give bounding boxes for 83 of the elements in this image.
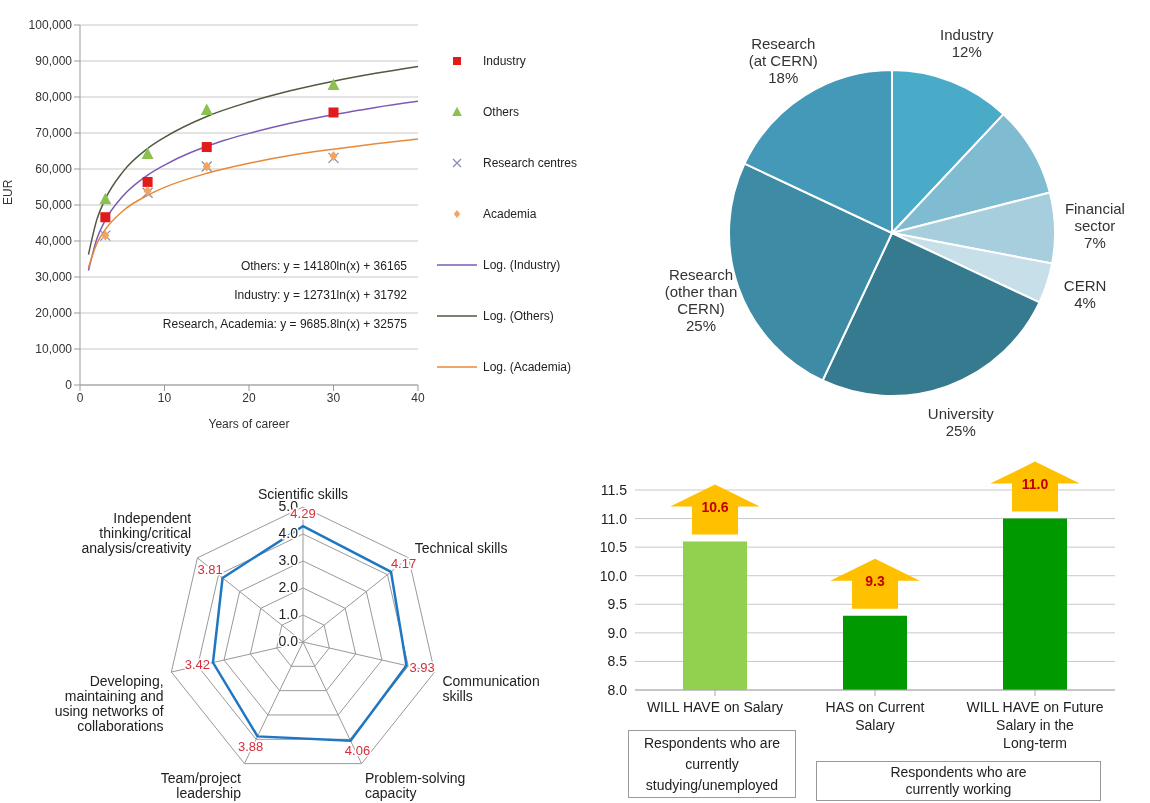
legend-label: Log. (Industry) [483,257,561,272]
y-tick-label: 80,000 [35,90,73,105]
line-series [87,100,418,272]
y-tick-label: 30,000 [35,270,73,285]
y-tick-label: 100,000 [28,18,73,33]
y-tick-label: 3.0 [278,551,299,568]
legend-label: Others [483,104,520,119]
data-label: 4% [1074,294,1096,312]
data-label: 3.42 [184,656,211,672]
legend-label: Industry [483,53,526,68]
text: Respondents who are currently working [816,761,1101,801]
point [99,192,112,205]
y-tick-label: 90,000 [35,54,73,69]
y-tick-label: 10,000 [35,342,73,357]
point [100,212,111,223]
spoke-label: Independent thinking/critical analysis/creativity [81,509,192,556]
data-label: 3.93 [409,659,435,675]
x-tick-label: WILL HAVE on Future Salary in the Long-term [966,699,1104,751]
y-tick-label: 11.0 [600,510,628,527]
y-tick-label: 10.0 [599,567,628,584]
point [328,107,339,118]
spoke-label: Team/project leadership [160,769,242,801]
y-tick-label: 9.5 [607,596,628,613]
y-tick-label: 70,000 [35,126,73,141]
legend-label: Log. (Others) [483,308,554,323]
point [141,147,154,159]
y-tick-label: 20,000 [35,306,73,321]
x-tick-label: 40 [411,390,425,405]
data-label: 7% [1084,233,1106,251]
text: Respondents who are currently studying/unemployed [628,730,796,798]
legend-label: Log. (Academia) [483,359,572,374]
point [201,142,212,153]
x-tick-label: WILL HAVE on Salary [646,699,784,715]
y-tick-label: 2.0 [278,578,299,595]
data-label: 4.06 [344,743,371,759]
data-label: 11.0 [1021,476,1049,493]
annotation: Industry: y = 12731ln(x) + 31792 [233,287,407,304]
y-tick-label: 1.0 [278,605,299,622]
slice-label: CERN [1063,277,1107,295]
x-tick-label: 20 [242,390,256,405]
spoke-label: Communication skills [442,672,540,704]
slice-label: Research (other than CERN) [664,266,738,318]
y-tick-label: 8.5 [607,653,628,670]
slice-label: Financial sector [1064,199,1125,234]
y-tick-label: 50,000 [35,198,73,213]
data-label: 9.3 [865,573,885,590]
data-label: 10.6 [701,499,729,516]
annotation: Others: y = 14180ln(x) + 36165 [239,258,407,275]
data-label: 25% [685,317,717,335]
y-tick-label: 0.0 [278,632,299,649]
point [200,103,213,115]
y-tick-label: 10.5 [599,539,628,556]
y-axis-title: EUR [1,179,16,205]
point [327,78,340,91]
data-label: 3.88 [237,738,264,754]
data-label: 4.17 [390,555,417,571]
y-tick-label: 60,000 [35,162,73,177]
y-tick-label: 40,000 [35,234,73,249]
y-tick-label: 11.5 [600,481,628,498]
spoke-label: Technical skills [414,539,508,556]
data-label: 3.81 [197,561,223,577]
spoke-label: Developing, maintaining and using networks of collaborations [54,672,164,734]
x-tick-label: 10 [157,390,172,405]
x-axis-title: Years of career [208,417,290,431]
line-series [87,65,418,256]
data-label: 18% [768,68,799,86]
slice-label: Industry [940,25,994,43]
y-tick-label: 8.0 [607,681,628,698]
annotation: Research, Academia: y = 9685.8ln(x) + 32575 [161,316,407,333]
x-tick-label: 30 [326,390,341,405]
slice-label: University [927,405,995,423]
point [142,176,153,187]
y-tick-label: 9.0 [607,624,628,641]
spoke-label: Problem-solving capacity [365,769,466,801]
spoke-label: Scientific skills [257,485,349,502]
y-tick-label: 0 [65,378,73,393]
legend-label: Academia [483,206,537,221]
x-tick-label: 0 [76,390,84,405]
slice-label: Research (at CERN) [748,34,818,69]
data-label: 25% [945,422,976,440]
x-tick-label: HAS on Current Salary [825,699,925,733]
data-label: 12% [951,42,982,60]
legend-label: Research centres [483,155,578,170]
